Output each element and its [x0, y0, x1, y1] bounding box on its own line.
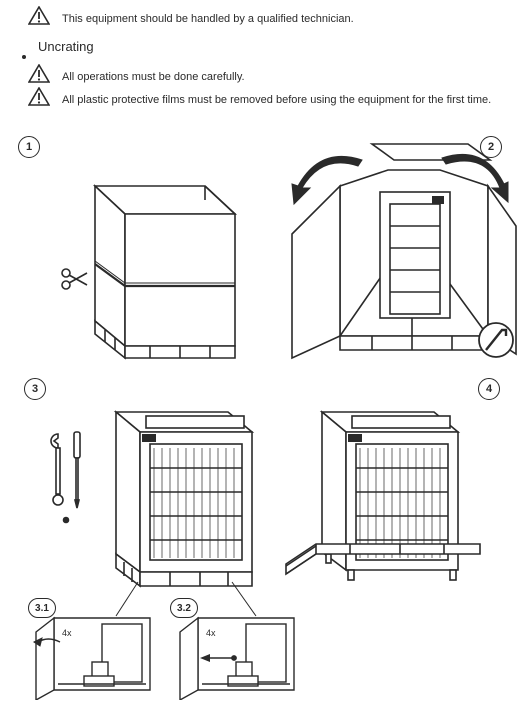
leader-lines	[0, 6, 522, 706]
